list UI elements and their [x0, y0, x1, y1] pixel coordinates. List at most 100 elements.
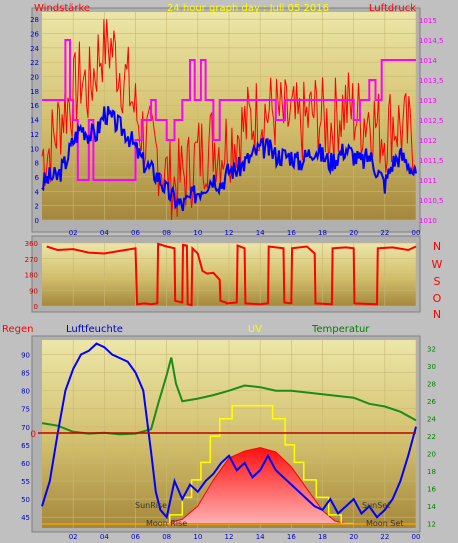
- hour-tick-label-top: 12: [225, 229, 234, 237]
- direction-axis-tick-label: 180: [25, 272, 38, 280]
- temperature-axis-tick-label: 22: [427, 433, 436, 441]
- temperature-axis-tick-label: 16: [427, 486, 436, 494]
- hour-tick-label-bottom: 06: [131, 533, 140, 541]
- pressure-line: [42, 39, 416, 181]
- hour-tick-label-top: 10: [193, 229, 202, 237]
- pressure-axis-tick-label: 1010: [419, 217, 437, 225]
- chart-marks: [38, 19, 417, 525]
- pressure-axis-tick-label: 1011,5: [419, 157, 444, 165]
- wind-axis-tick-label: 24: [30, 45, 39, 53]
- hour-tick-label-top: 16: [287, 229, 296, 237]
- pressure-axis-tick-label: 1015: [419, 17, 437, 25]
- hour-tick-label-top: 22: [380, 229, 389, 237]
- rain-zero-label: 0: [30, 430, 36, 440]
- wind-average-line: [41, 106, 417, 212]
- wind-label: Windstärke: [34, 3, 90, 14]
- humidity-axis-tick-label: 45: [21, 514, 30, 522]
- humidity-axis-tick-label: 65: [21, 442, 30, 450]
- pressure-axis-tick-label: 1014,5: [419, 37, 444, 45]
- hour-tick-label-bottom: 02: [69, 533, 78, 541]
- hour-tick-label-bottom: 00: [412, 533, 421, 541]
- pressure-axis-tick-label: 1013,5: [419, 77, 444, 85]
- wind-axis-tick-label: 18: [30, 88, 39, 96]
- hour-tick-label-bottom: 10: [193, 533, 202, 541]
- humidity-axis-tick-label: 60: [21, 460, 30, 468]
- temperature-axis-tick-label: 24: [427, 416, 436, 424]
- direction-axis-tick-label: 90: [29, 287, 38, 295]
- chart-title: 24 hour graph day : Juli 05 2016: [167, 3, 329, 14]
- hour-tick-label-bottom: 16: [287, 533, 296, 541]
- pressure-axis-tick-label: 1014: [419, 57, 437, 65]
- wind-axis-tick-label: 22: [30, 59, 39, 67]
- wind-axis-tick-label: 28: [30, 16, 39, 24]
- wind-axis-tick-label: 12: [30, 131, 39, 139]
- tick-labels: 024681012141618202224262810101010,510111…: [21, 16, 443, 541]
- pressure-axis-tick-label: 1011: [419, 177, 437, 185]
- direction-axis-tick-label: 270: [25, 256, 38, 264]
- sunrise-label: SunRise: [135, 501, 167, 510]
- hour-tick-label-bottom: 20: [349, 533, 358, 541]
- hour-tick-label-top: 14: [256, 229, 265, 237]
- pressure-label: Luftdruck: [369, 3, 416, 14]
- wind-axis-tick-label: 10: [30, 145, 39, 153]
- temperature-axis-tick-label: 32: [427, 346, 436, 354]
- humidity-axis-tick-label: 75: [21, 406, 30, 414]
- hour-tick-label-top: 00: [412, 229, 421, 237]
- pressure-axis-tick-label: 1013: [419, 97, 437, 105]
- wind-axis-tick-label: 0: [35, 217, 39, 225]
- pressure-axis-tick-label: 1010,5: [419, 197, 444, 205]
- hour-tick-label-top: 18: [318, 229, 327, 237]
- pressure-axis-tick-label: 1012,5: [419, 117, 444, 125]
- wind-direction-line: [46, 242, 417, 307]
- wind-axis-tick-label: 4: [35, 188, 40, 196]
- direction-axis-tick-label: 0: [34, 303, 38, 311]
- direction-letter-s: S: [434, 275, 441, 288]
- rain-label: Regen: [2, 324, 34, 335]
- hour-tick-label-top: 06: [131, 229, 140, 237]
- humidity-label: Luftfeuchte: [66, 324, 123, 335]
- hour-tick-label-top: 20: [349, 229, 358, 237]
- temperature-axis-tick-label: 26: [427, 398, 436, 406]
- hour-tick-label-bottom: 22: [380, 533, 389, 541]
- wind-axis-tick-label: 26: [30, 31, 39, 39]
- direction-letter-w: W: [432, 258, 443, 271]
- wind-axis-tick-label: 8: [35, 160, 39, 168]
- humidity-axis-tick-label: 85: [21, 370, 30, 378]
- hour-tick-label-bottom: 04: [100, 533, 109, 541]
- hour-tick-label-bottom: 08: [162, 533, 171, 541]
- hour-tick-label-top: 08: [162, 229, 171, 237]
- wind-axis-tick-label: 6: [35, 174, 40, 182]
- temperature-axis-tick-label: 30: [427, 363, 436, 371]
- hour-tick-label-bottom: 14: [256, 533, 265, 541]
- temperature-axis-tick-label: 18: [427, 468, 436, 476]
- uv-line: [158, 404, 354, 525]
- moonset-label: Moon Set: [366, 519, 403, 528]
- humidity-axis-tick-label: 70: [21, 424, 30, 432]
- hour-tick-label-bottom: 12: [225, 533, 234, 541]
- direction-letter-n-top: N: [433, 240, 441, 253]
- direction-letter-n-bottom: N: [433, 308, 441, 321]
- hour-tick-label-top: 04: [100, 229, 109, 237]
- temperature-axis-tick-label: 28: [427, 381, 436, 389]
- direction-axis-tick-label: 360: [25, 240, 38, 248]
- temperature-axis-tick-label: 14: [427, 503, 436, 511]
- sunset-label: SunSet: [362, 501, 390, 510]
- humidity-axis-tick-label: 90: [21, 351, 30, 359]
- wind-axis-tick-label: 2: [35, 203, 39, 211]
- uv-label: UV: [248, 324, 262, 335]
- temperature-label: Temperatur: [311, 324, 370, 335]
- wind-axis-tick-label: 14: [30, 117, 39, 125]
- temperature-axis-tick-label: 20: [427, 451, 436, 459]
- hour-tick-label-bottom: 18: [318, 533, 327, 541]
- wind-axis-tick-label: 16: [30, 102, 39, 110]
- wind-axis-tick-label: 20: [30, 74, 39, 82]
- temperature-axis-tick-label: 12: [427, 521, 436, 529]
- solar-radiation-area: [166, 447, 347, 525]
- moonrise-label: Moon Rise: [146, 519, 187, 528]
- hour-tick-label-top: 02: [69, 229, 78, 237]
- direction-letter-o: O: [433, 292, 442, 305]
- humidity-axis-tick-label: 50: [21, 496, 30, 504]
- pressure-axis-tick-label: 1012: [419, 137, 437, 145]
